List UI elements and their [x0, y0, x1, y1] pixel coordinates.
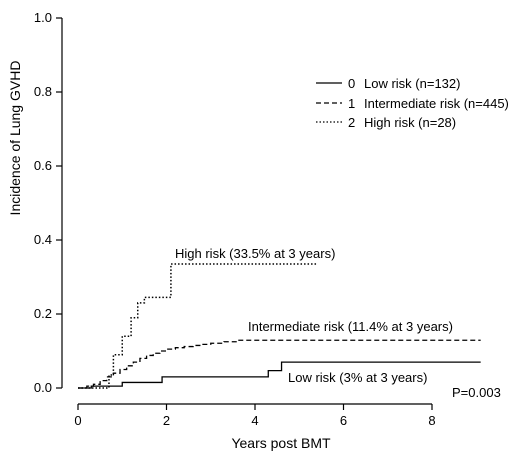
x-tick-label: 8 [428, 413, 435, 428]
legend-num-low: 0 [348, 76, 355, 91]
y-axis-label: Incidence of Lung GVHD [7, 61, 23, 216]
y-tick-label: 0.0 [34, 380, 52, 395]
legend-label-high: High risk (n=28) [364, 115, 456, 130]
legend-label-intermediate: Intermediate risk (n=445) [364, 96, 509, 111]
legend-num-high: 2 [348, 115, 355, 130]
series-line-intermediate-risk [78, 339, 481, 389]
x-tick-label: 6 [340, 413, 347, 428]
legend-num-intermediate: 1 [348, 96, 355, 111]
legend-label-low: Low risk (n=132) [364, 76, 460, 91]
x-tick-label: 0 [74, 413, 81, 428]
series-line-low-risk [78, 361, 481, 389]
legend: 0 Low risk (n=132) 1 Intermediate risk (… [316, 76, 509, 130]
annotation-high-risk: High risk (33.5% at 3 years) [175, 246, 335, 261]
annotation-p-value: P=0.003 [452, 385, 501, 400]
annotation-intermediate-risk: Intermediate risk (11.4% at 3 years) [248, 319, 453, 334]
annotation-low-risk: Low risk (3% at 3 years) [288, 370, 427, 385]
x-tick-label: 4 [251, 413, 258, 428]
x-tick-label: 2 [163, 413, 170, 428]
y-tick-label: 0.2 [34, 306, 52, 321]
x-axis-label: Years post BMT [231, 435, 331, 451]
series-line-high-risk [78, 263, 317, 389]
y-tick-label: 0.4 [34, 232, 52, 247]
y-tick-label: 0.8 [34, 84, 52, 99]
series-lines [78, 263, 481, 389]
axes: 0.0 0.2 0.4 0.6 0.8 1.0 0 2 4 6 8 [34, 10, 436, 428]
y-tick-label: 0.6 [34, 158, 52, 173]
y-tick-label: 1.0 [34, 10, 52, 25]
